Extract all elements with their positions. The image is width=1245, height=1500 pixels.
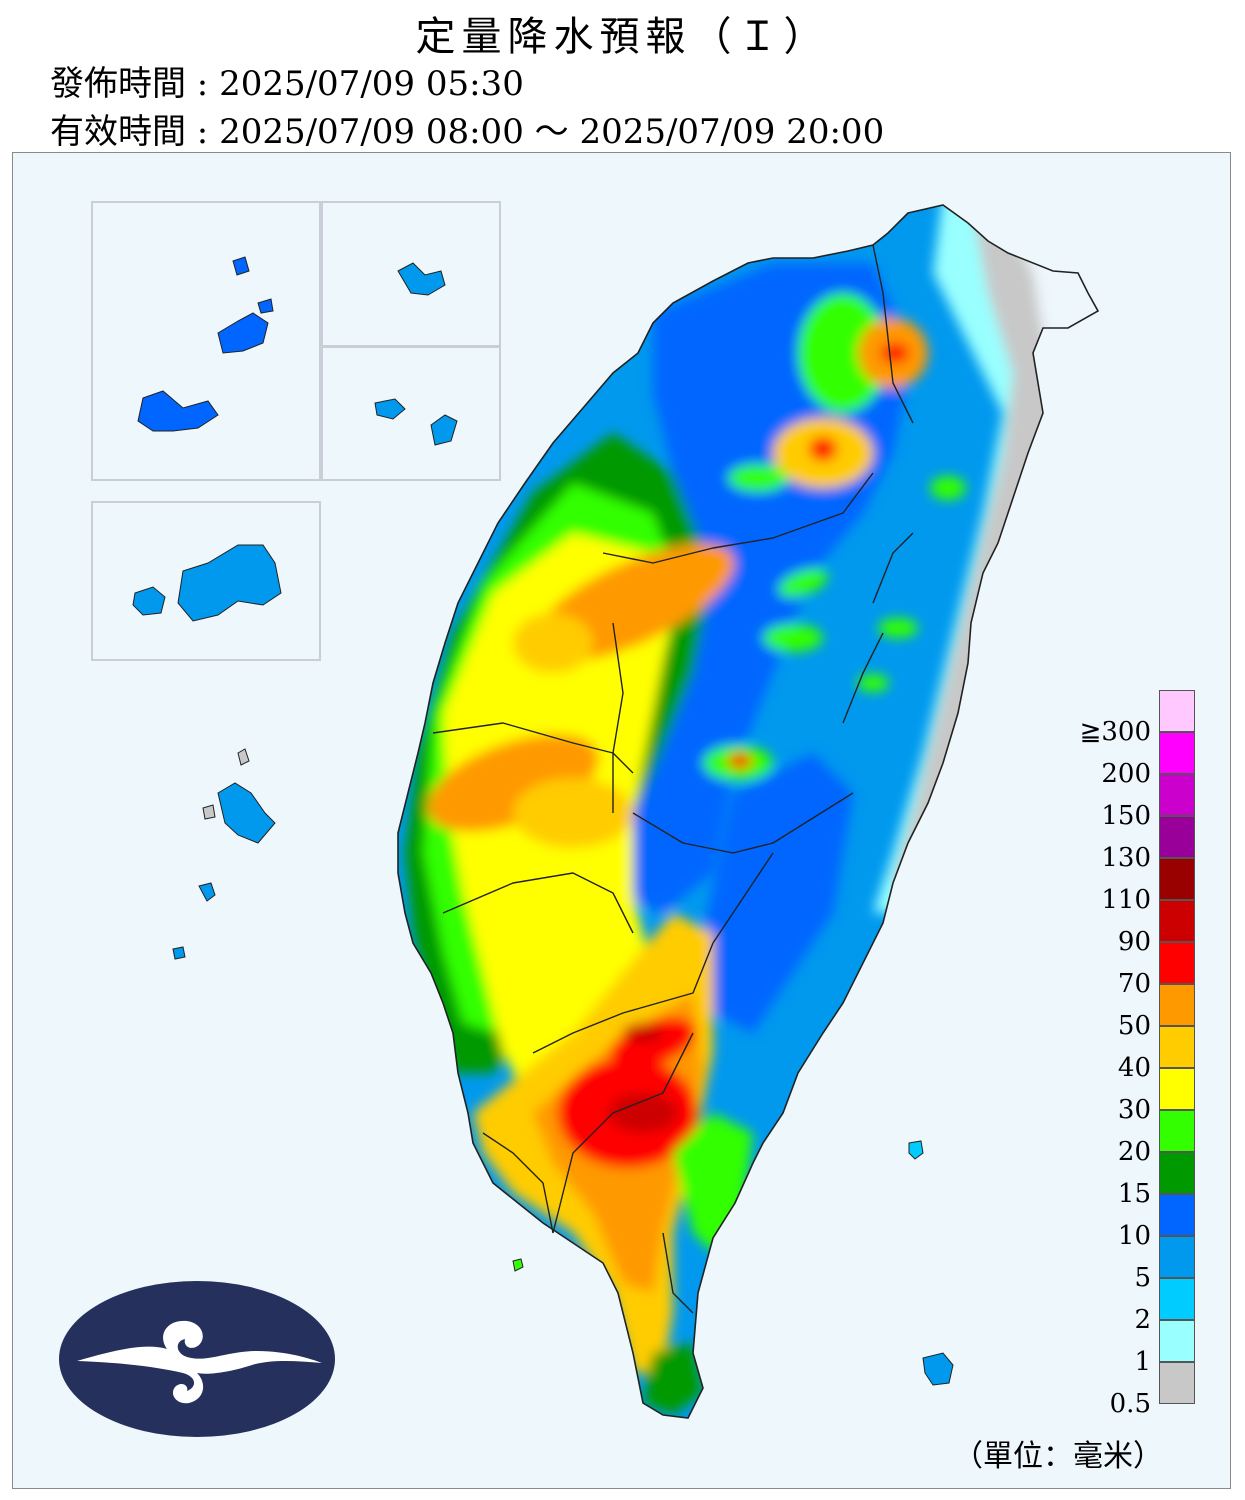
legend-swatch xyxy=(1159,1320,1195,1362)
legend-label: 5 xyxy=(1134,1263,1151,1293)
green-island xyxy=(908,1140,924,1160)
legend-swatch xyxy=(1159,1068,1195,1110)
valid-time: 有效時間 : 2025/07/09 08:00 ～ 2025/07/09 20:… xyxy=(50,112,885,152)
legend-swatch xyxy=(1159,942,1195,984)
legend-swatch xyxy=(1159,1110,1195,1152)
legend-swatch xyxy=(1159,774,1195,816)
legend-swatch xyxy=(1159,732,1195,774)
legend-label: 20 xyxy=(1117,1137,1151,1167)
rainfall-map xyxy=(132,204,1100,1419)
legend-swatch xyxy=(1159,858,1195,900)
legend-swatch xyxy=(1159,1278,1195,1320)
legend-swatch xyxy=(1159,1152,1195,1194)
legend-label: 150 xyxy=(1101,801,1151,831)
legend-label: 200 xyxy=(1101,759,1151,789)
legend-swatch xyxy=(1159,1362,1195,1404)
legend-label: 10 xyxy=(1117,1221,1151,1251)
dongyin-islands xyxy=(374,398,458,446)
legend-swatch xyxy=(1159,1026,1195,1068)
matsu-islands xyxy=(137,256,274,432)
unit-label: （單位：毫米） xyxy=(953,1439,1163,1474)
legend-label: 110 xyxy=(1101,885,1151,915)
legend-label: 90 xyxy=(1117,927,1151,957)
legend-swatch xyxy=(1159,690,1195,732)
map-title: 定量降水預報（Ｉ） xyxy=(415,14,830,60)
legend-label: 70 xyxy=(1117,969,1151,999)
inset-kinmen xyxy=(91,501,321,661)
legend-label: 40 xyxy=(1117,1053,1151,1083)
legend-label: 15 xyxy=(1117,1179,1151,1209)
penghu-islands xyxy=(172,748,276,960)
legend-swatch xyxy=(1159,816,1195,858)
cwa-cloud-logo-icon xyxy=(59,1281,335,1437)
map-frame: ≧300 200 150 130 110 90 70 50 40 30 20 15 10 5 2 1 0.5 （… xyxy=(12,152,1231,1489)
legend-swatch xyxy=(1159,1194,1195,1236)
legend-swatch xyxy=(1159,900,1195,942)
legend-swatch xyxy=(1159,984,1195,1026)
legend-label: 30 xyxy=(1117,1095,1151,1125)
legend-label: 1 xyxy=(1134,1347,1151,1377)
legend-label: 50 xyxy=(1117,1011,1151,1041)
legend-label: ≧300 xyxy=(1079,717,1151,747)
wuqiu-island xyxy=(397,262,446,296)
inset-dongyin xyxy=(321,346,501,481)
inset-matsu xyxy=(91,201,321,481)
legend-label: 0.5 xyxy=(1109,1389,1151,1419)
legend-label: 2 xyxy=(1134,1305,1151,1335)
legend-swatch xyxy=(1159,1236,1195,1278)
issued-time: 發佈時間 : 2025/07/09 05:30 xyxy=(50,64,524,104)
orchid-island xyxy=(922,1352,954,1386)
kinmen-islands xyxy=(132,544,282,622)
legend-label: 130 xyxy=(1101,843,1151,873)
xiaoliuqiu xyxy=(512,1258,524,1272)
